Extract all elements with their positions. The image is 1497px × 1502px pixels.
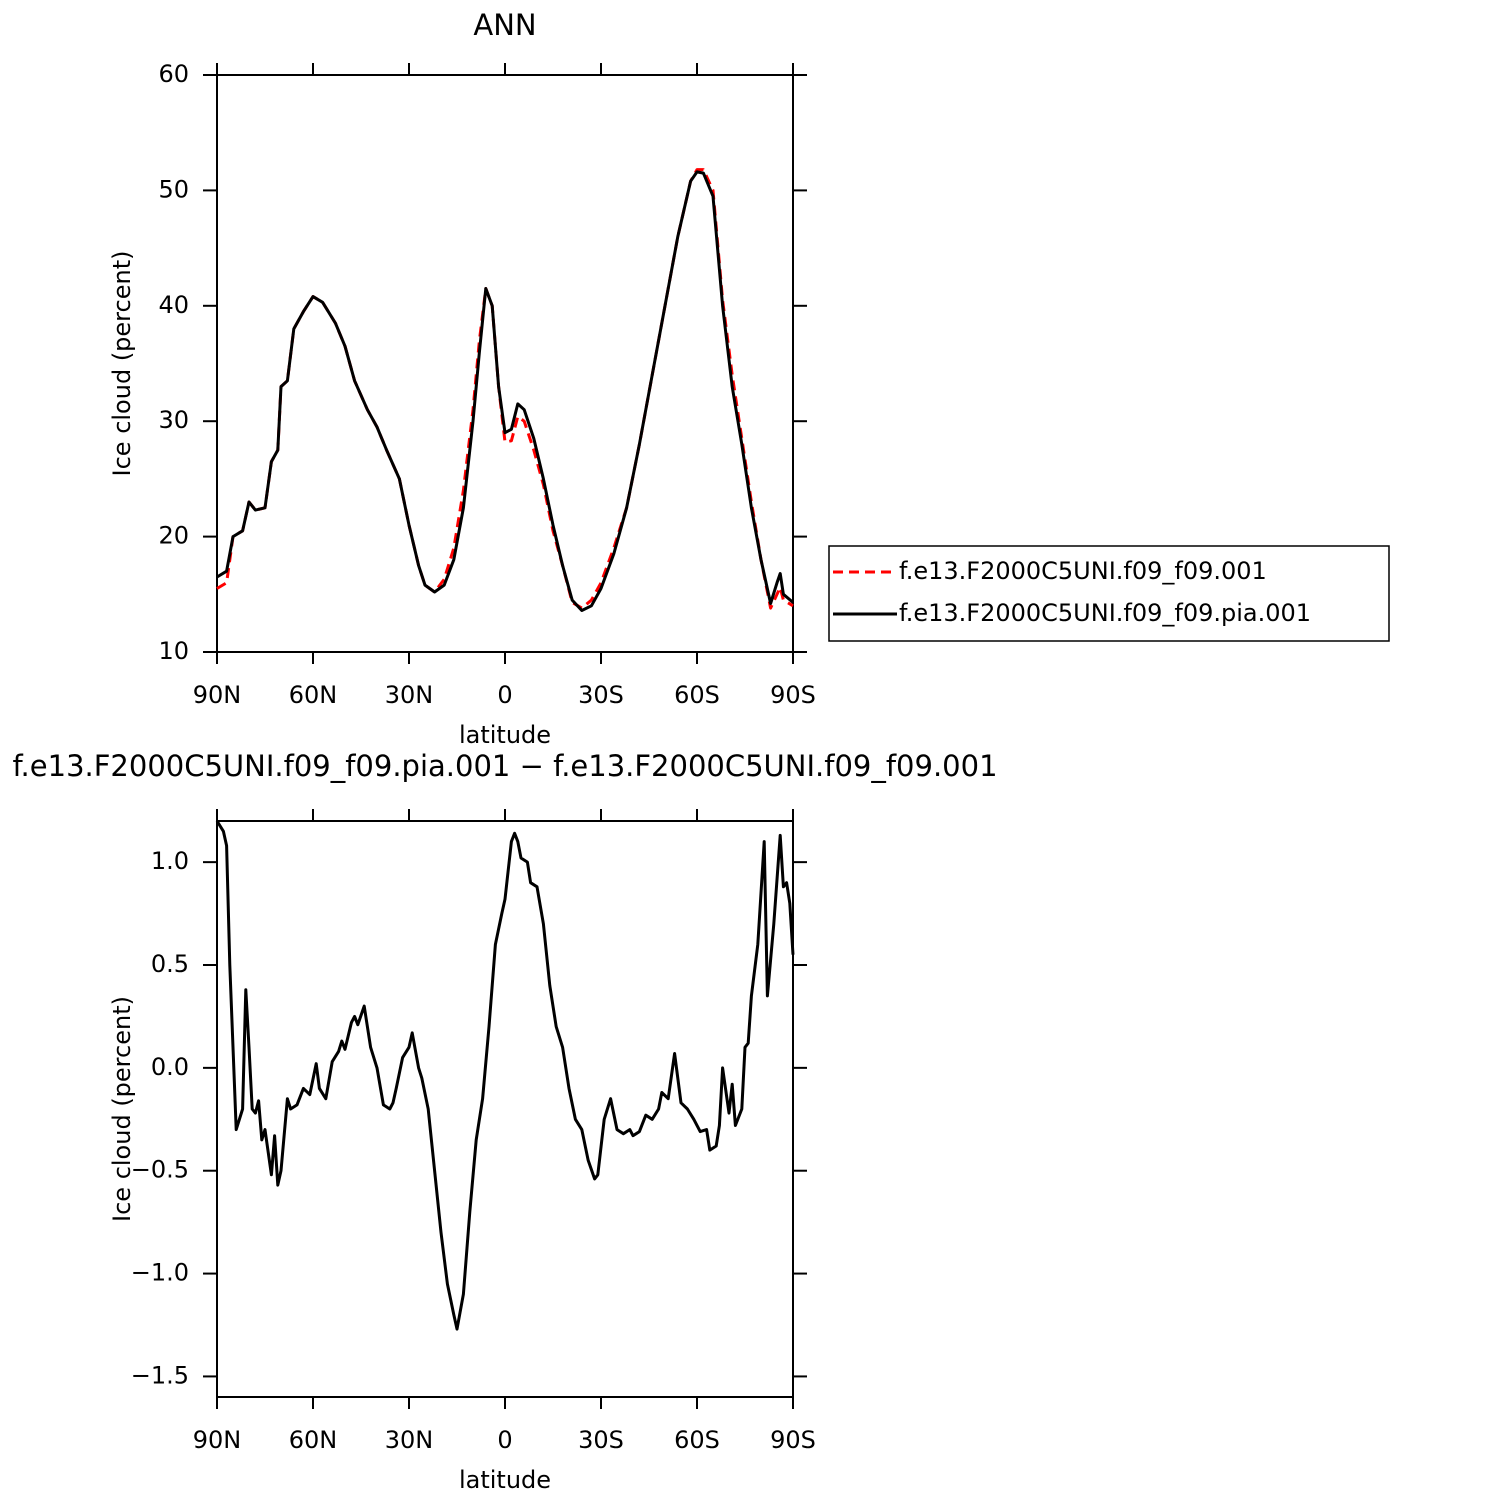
legend-label: f.e13.F2000C5UNI.f09_f09.001 [899, 557, 1267, 585]
y-tick-label: 50 [158, 175, 189, 203]
x-tick-label: 0 [497, 1426, 512, 1454]
y-axis-label: Ice cloud (percent) [108, 251, 136, 477]
x-tick-label: 30S [578, 1426, 624, 1454]
x-tick-label: 90S [770, 1426, 816, 1454]
x-tick-label: 30N [385, 1426, 434, 1454]
y-tick-label: 0.5 [151, 950, 189, 978]
series-line [215, 820, 795, 1331]
y-tick-label: 0.0 [151, 1053, 189, 1081]
y-tick-label: −1.5 [131, 1361, 189, 1389]
series-line [216, 168, 794, 610]
y-tick-label: 10 [158, 637, 189, 665]
y-tick-label: −0.5 [131, 1156, 189, 1184]
chart-title: f.e13.F2000C5UNI.f09_f09.pia.001 − f.e13… [12, 749, 997, 783]
x-tick-label: 60S [674, 1426, 720, 1454]
x-tick-label: 90S [770, 681, 816, 709]
y-tick-label: 60 [158, 60, 189, 88]
plot-frame [216, 74, 794, 653]
legend-box [828, 545, 1390, 642]
x-tick-label: 60N [289, 681, 338, 709]
y-tick-label: −1.0 [131, 1259, 189, 1287]
x-tick-label: 60N [289, 1426, 338, 1454]
x-tick-label: 60S [674, 681, 720, 709]
plot-frame [216, 820, 794, 1398]
x-tick-label: 90N [193, 1426, 242, 1454]
y-tick-label: 30 [158, 406, 189, 434]
legend-label: f.e13.F2000C5UNI.f09_f09.pia.001 [899, 599, 1311, 627]
x-tick-label: 30N [385, 681, 434, 709]
y-tick-label: 40 [158, 291, 189, 319]
x-tick-label: 90N [193, 681, 242, 709]
x-axis-label: latitude [459, 1466, 551, 1494]
x-axis-label: latitude [459, 721, 551, 749]
series-line [216, 170, 794, 612]
x-tick-label: 30S [578, 681, 624, 709]
y-axis-label: Ice cloud (percent) [108, 996, 136, 1222]
y-tick-label: 1.0 [151, 847, 189, 875]
chart-title: ANN [473, 8, 536, 42]
x-tick-label: 0 [497, 681, 512, 709]
y-tick-label: 20 [158, 522, 189, 550]
